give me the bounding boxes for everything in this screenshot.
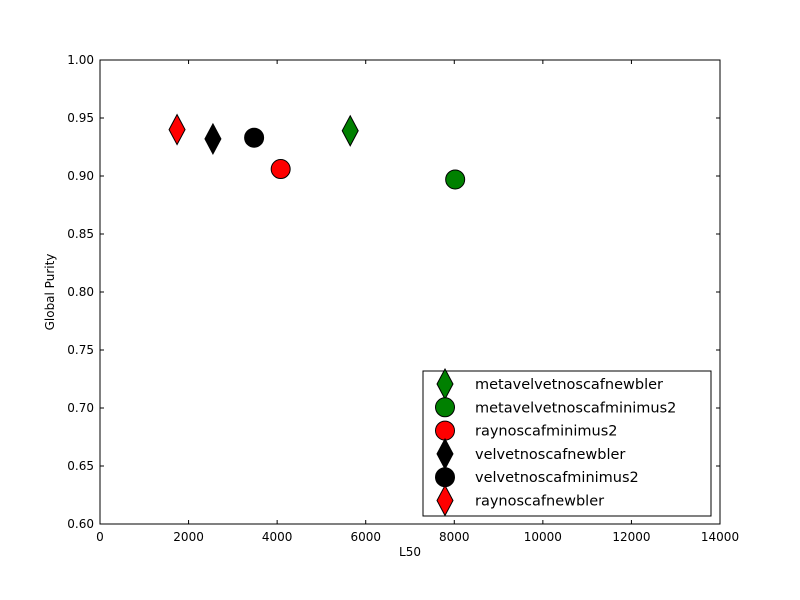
x-tick-label: 14000	[701, 530, 739, 544]
x-axis-label: L50	[399, 545, 421, 559]
data-point-raynoscafminimus2	[270, 159, 291, 180]
y-tick-label: 0.60	[67, 517, 94, 531]
y-axis-label: Global Purity	[43, 254, 57, 331]
y-tick-label: 0.90	[67, 169, 94, 183]
x-tick-label: 10000	[524, 530, 562, 544]
data-point-velvetnoscafminimus2	[244, 127, 265, 148]
axis-ticks	[99, 59, 721, 525]
x-tick-label: 6000	[350, 530, 381, 544]
y-tick-label: 0.80	[67, 285, 94, 299]
data-point-raynoscafnewbler	[168, 113, 186, 146]
y-tick-label: 0.65	[67, 459, 94, 473]
legend-marker-velvetnoscafminimus2	[435, 467, 455, 488]
x-tick-labels: 0 2000 4000 6000 8000 10000 12000 14000	[96, 530, 739, 544]
x-tick-label: 12000	[612, 530, 650, 544]
legend-label: velvetnoscafminimus2	[475, 470, 639, 486]
y-tick-label: 1.00	[67, 53, 94, 67]
data-point-metavelvetnoscafnewbler	[341, 114, 359, 147]
x-tick-label: 8000	[439, 530, 470, 544]
x-tick-label: 4000	[262, 530, 293, 544]
legend-marker-metavelvetnoscafminimus2	[435, 397, 455, 418]
data-point-metavelvetnoscafminimus2	[445, 169, 466, 190]
legend-box	[422, 370, 712, 517]
y-tick-labels: 0.60 0.65 0.70 0.75 0.80 0.85 0.90 0.95 1.00	[67, 53, 94, 531]
legend: metavelvetnoscafnewbler metavelvetnoscafm…	[422, 367, 712, 517]
legend-label: raynoscafnewbler	[475, 494, 604, 510]
legend-label: velvetnoscafnewbler	[475, 447, 625, 463]
legend-label: metavelvetnoscafnewbler	[475, 377, 663, 393]
data-point-velvetnoscafnewbler	[204, 122, 222, 155]
legend-label: metavelvetnoscafminimus2	[475, 400, 676, 416]
y-tick-label: 0.70	[67, 401, 94, 415]
y-tick-label: 0.85	[67, 227, 94, 241]
x-tick-label: 0	[96, 530, 104, 544]
y-tick-label: 0.75	[67, 343, 94, 357]
legend-label: raynoscafminimus2	[475, 424, 617, 440]
data-points	[168, 113, 466, 190]
y-tick-label: 0.95	[67, 111, 94, 125]
legend-marker-raynoscafminimus2	[435, 420, 455, 441]
x-tick-label: 2000	[173, 530, 204, 544]
legend-marker-raynoscafnewbler	[436, 484, 454, 517]
